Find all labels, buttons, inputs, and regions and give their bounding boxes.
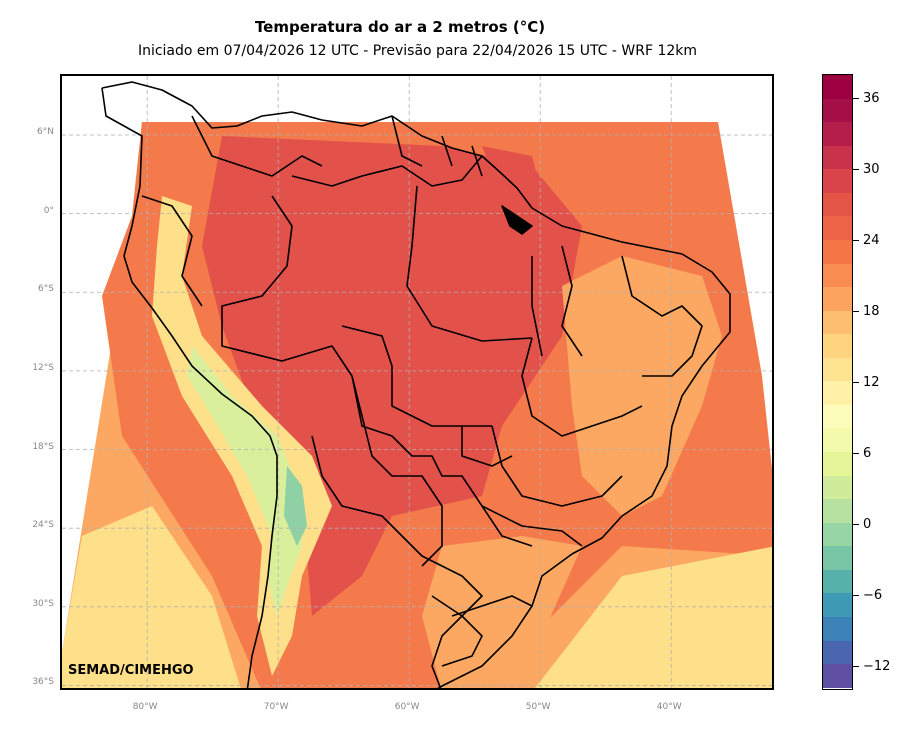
south-america-coastline [101, 81, 731, 688]
uruguay-border [431, 595, 483, 667]
guianas-borders [391, 115, 483, 177]
chart-title: Temperatura do ar a 2 metros (°C) [254, 18, 546, 36]
colorbar-tick [853, 168, 859, 170]
state-border-to [531, 256, 543, 357]
colorbar-segment [823, 499, 852, 523]
state-border-ma-pi [561, 245, 583, 357]
state-border-ba [521, 337, 643, 437]
colorbar-tick-label: 0 [863, 517, 872, 533]
colorbar-segment [823, 263, 852, 288]
colorbar-tick-label: 18 [863, 303, 880, 319]
colorbar-tick [853, 239, 859, 241]
colorbar-tick-label: 36 [863, 90, 880, 106]
andes-cold-zone [187, 346, 302, 616]
pacific-coastline [101, 87, 278, 688]
colorbar-tick [853, 382, 859, 383]
colorbar-tick-label: 30 [863, 161, 880, 177]
colorbar-tick-label: −12 [863, 659, 891, 675]
colorbar-segment [823, 452, 852, 476]
south-mild-zone [422, 536, 582, 688]
colorbar-tick-label: 6 [863, 446, 872, 462]
colorbar-tick-label: −6 [863, 588, 883, 604]
colombia-venezuela-border [191, 115, 323, 177]
colorbar-tick [853, 524, 859, 526]
colorbar-segment [823, 428, 852, 452]
longitude-label: 40°W [656, 702, 682, 712]
colorbar [822, 74, 853, 690]
colorbar-tick [853, 595, 859, 597]
argentina-border [311, 435, 483, 688]
altiplano-very-cold-zone [284, 466, 307, 546]
colorbar-segment [823, 475, 852, 500]
colorbar-segment [823, 569, 852, 594]
map-panel [60, 74, 774, 690]
colorbar-segment [823, 357, 852, 382]
latitude-label: 6°S [38, 284, 54, 295]
state-border-rs [451, 595, 533, 617]
latitude-label: 24°S [32, 520, 54, 531]
state-border-am-pa [406, 185, 533, 342]
bolivia-paraguay-border [351, 375, 443, 567]
colorbar-segment [823, 98, 852, 123]
longitude-label: 60°W [394, 702, 420, 712]
political-borders [101, 81, 731, 688]
peru-ecuador-border [141, 195, 203, 307]
state-border-go [461, 426, 513, 467]
atlantic-cool-zone [535, 546, 772, 688]
colorbar-segment [823, 145, 852, 170]
state-border-mg [491, 425, 623, 507]
colorbar-segment [823, 334, 852, 358]
colorbar-segment [823, 75, 852, 99]
colorbar-segment [823, 546, 852, 570]
latitude-label: 18°S [32, 441, 54, 452]
northeast-hot-zone [482, 146, 542, 216]
colorbar-tick [853, 453, 859, 455]
colorbar-segment [823, 122, 852, 146]
colorbar-tick-label: 12 [863, 375, 880, 390]
chart-subtitle: Iniciado em 07/04/2026 12 UTC - Previsão… [137, 43, 698, 59]
pacific-cool-zone [62, 506, 241, 688]
latitude-label: 30°S [32, 598, 54, 609]
longitude-label: 70°W [263, 702, 289, 712]
colorbar-segment [823, 192, 852, 217]
brazil-border-west [221, 195, 533, 547]
colorbar-segment [823, 522, 852, 547]
longitude-label: 80°W [132, 702, 158, 712]
colorbar-segment [823, 616, 852, 641]
longitude-label: 50°W [525, 702, 551, 712]
colorbar-segment [823, 664, 852, 688]
state-border-ne [621, 255, 703, 377]
latitude-label: 36°S [32, 677, 54, 688]
colorbar-segment [823, 381, 852, 405]
temperature-field [62, 122, 772, 688]
colorbar-tick [853, 310, 859, 312]
colorbar-segment [823, 404, 852, 429]
colorbar-segment [823, 640, 852, 665]
brazil-border-north [291, 155, 483, 187]
colorbar-segment [823, 169, 852, 193]
latitude-label: 6°N [37, 126, 54, 137]
colorbar-segment [823, 216, 852, 240]
colorbar-segment [823, 310, 852, 335]
colorbar-segment [823, 239, 852, 264]
latitude-label: 0° [43, 205, 54, 216]
latitude-label: 12°S [32, 362, 54, 373]
northeast-mild-zone [562, 256, 722, 516]
temperature-map [62, 76, 772, 688]
colorbar-segment [823, 287, 852, 311]
colorbar-segment [823, 593, 852, 617]
colorbar-tick-label: 24 [863, 232, 880, 248]
state-border-sp-pr [481, 505, 583, 547]
credit-label: SEMAD/CIMEHGO [68, 663, 194, 678]
amazon-mouth [501, 205, 533, 235]
graticule [62, 76, 772, 688]
colorbar-tick [853, 666, 859, 668]
colorbar-tick [853, 97, 859, 99]
